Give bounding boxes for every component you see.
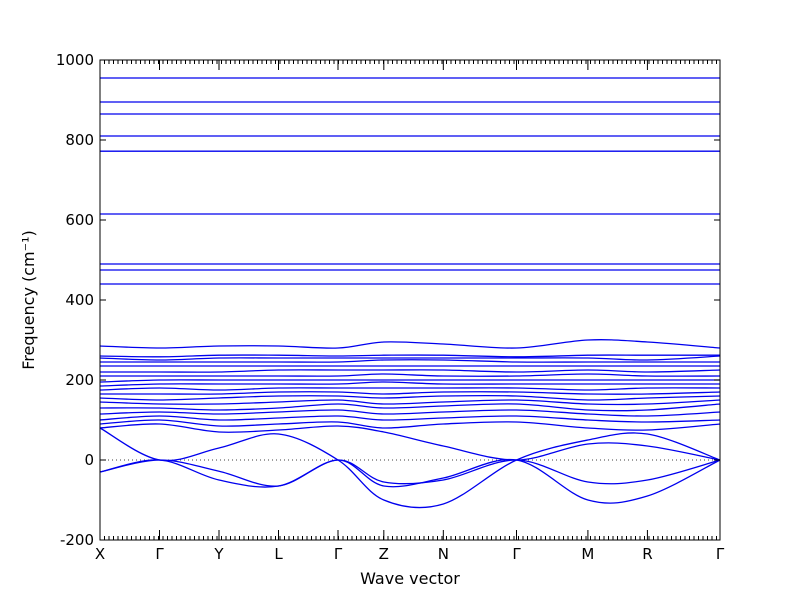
band-line-5 (99, 419, 721, 431)
y-tick-label: 400 (65, 291, 94, 309)
y-tick-label: 0 (84, 451, 94, 469)
x-tick-label: Γ (334, 545, 343, 563)
band-series-group (99, 77, 721, 509)
band-line-9 (99, 399, 721, 406)
band-line-20 (99, 354, 720, 358)
x-tick-label: Y (213, 545, 224, 563)
band-line-10 (99, 394, 721, 401)
band-line-1 (99, 459, 721, 488)
y-tick-label: -200 (60, 531, 94, 549)
band-line-21 (99, 339, 721, 349)
y-tick-label: 800 (65, 131, 94, 149)
band-line-19 (99, 355, 721, 361)
band-line-3 (99, 427, 721, 509)
x-tick-label: M (581, 545, 594, 563)
band-line-12 (99, 387, 721, 391)
y-axis-label: Frequency (cm⁻¹) (19, 230, 38, 369)
band-line-4 (99, 423, 721, 461)
band-line-6 (99, 415, 721, 423)
band-line-2 (99, 458, 721, 504)
x-tick-label: N (438, 545, 449, 563)
y-tick-label: 1000 (56, 51, 94, 69)
plot-frame (99, 59, 721, 541)
band-line-13 (99, 381, 720, 387)
band-line-11 (100, 391, 721, 395)
x-minor-ticks (99, 60, 717, 540)
y-tick-label: 600 (65, 211, 94, 229)
x-tick-label: Z (379, 545, 389, 563)
x-tick-label: X (95, 545, 105, 563)
x-axis-label: Wave vector (360, 569, 460, 588)
y-axis-ticks: -200 0 200 400 600 800 1000 (56, 51, 720, 549)
band-line-15 (100, 373, 721, 377)
plot-background (100, 60, 720, 540)
band-line-14 (99, 379, 720, 383)
band-line-16 (100, 369, 721, 373)
x-tick-label: L (274, 545, 283, 563)
x-tick-label: R (642, 545, 652, 563)
y-tick-label: 200 (65, 371, 94, 389)
x-tick-label: Γ (716, 545, 725, 563)
x-tick-label: Γ (155, 545, 164, 563)
x-tick-label: Γ (512, 545, 521, 563)
band-line-18 (99, 359, 720, 363)
band-line-8 (99, 403, 721, 412)
band-line-7 (99, 409, 721, 417)
